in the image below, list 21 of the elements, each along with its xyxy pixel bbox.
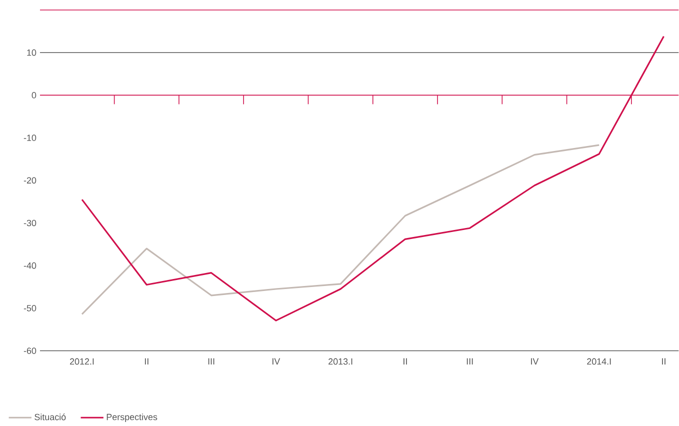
x-tick-label: IV (272, 358, 280, 365)
x-tick-label: 2012.I (70, 358, 94, 365)
x-tick-label: II (404, 358, 407, 365)
y-tick-label: -60 (24, 348, 36, 354)
y-tick-label: -30 (24, 220, 36, 226)
y-tick-label: 10 (27, 50, 36, 56)
x-tick-label: 2013.I (328, 358, 352, 365)
x-tick-label: II (662, 358, 666, 365)
x-tick-label: II (144, 358, 148, 365)
line-series (81, 144, 600, 316)
x-tick-label: III (208, 358, 214, 365)
y-tick-label: -50 (24, 305, 36, 312)
y-tick-label: -10 (24, 134, 36, 142)
x-tick-label: III (466, 358, 473, 365)
y-tick-label: -40 (24, 262, 36, 269)
legend-label: Situació (34, 414, 66, 420)
y-tick-label: -20 (24, 177, 36, 184)
x-tick-label: 2014.I (587, 358, 611, 365)
y-tick-label: 0 (32, 92, 36, 99)
legend-label: Perspectives (106, 414, 158, 422)
x-tick-label: IV (531, 358, 539, 365)
